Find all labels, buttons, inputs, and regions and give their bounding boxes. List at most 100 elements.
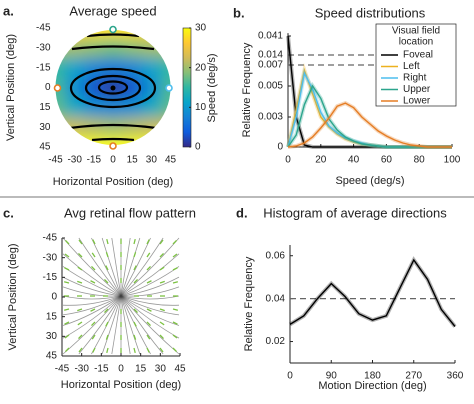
- flow-line: [120, 295, 131, 355]
- heat-cell: [122, 57, 143, 79]
- flow-line: [120, 295, 180, 326]
- y-tick-label: -30: [36, 42, 51, 53]
- x-tick-label: 60: [381, 155, 393, 166]
- contour-line: [97, 80, 129, 95]
- flow-arrow: [133, 265, 137, 271]
- y-axis-label: Vertical Position (deg): [5, 34, 17, 141]
- x-tick-label: 90: [326, 371, 338, 382]
- flow-arrow: [64, 334, 70, 339]
- legend-box: [375, 23, 457, 107]
- flow-arrow: [105, 265, 109, 271]
- flow-arrow: [172, 321, 178, 325]
- flow-line: [62, 295, 122, 326]
- heat-cell: [122, 137, 143, 145]
- flow-arrow: [133, 279, 138, 284]
- x-tick-label: 0: [285, 155, 291, 166]
- flow-arrow: [146, 266, 151, 271]
- chart-title: Histogram of average directions: [263, 205, 447, 220]
- flow-arrow: [78, 253, 83, 258]
- flow-arrow: [172, 281, 179, 284]
- chart-title: Avg retinal flow pattern: [64, 205, 196, 220]
- flow-line: [62, 295, 122, 300]
- y-axis-label: Relative Frequency: [243, 256, 255, 351]
- x-tick-label: -15: [94, 364, 109, 375]
- y-tick-label: 0: [51, 292, 57, 303]
- heat-cell: [141, 77, 162, 98]
- flow-line: [120, 295, 141, 355]
- flow-arrow: [77, 266, 83, 271]
- flow-line: [120, 237, 180, 297]
- flow-arrow: [64, 267, 70, 271]
- flow-arrow: [64, 321, 70, 325]
- flow-arrow: [104, 279, 109, 284]
- legend-label: Foveal: [403, 50, 433, 61]
- panel-letter: b.: [233, 5, 245, 20]
- chart-title: Average speed: [69, 3, 156, 18]
- flow-arrow: [90, 280, 96, 284]
- x-tick-label: -30: [74, 364, 89, 375]
- colorbar-tick-label: 10: [195, 102, 207, 113]
- flow-arrow: [78, 334, 83, 339]
- flow-line: [111, 295, 122, 355]
- flow-line: [101, 295, 122, 355]
- x-tick-label: 15: [127, 155, 139, 166]
- flow-arrow: [159, 239, 164, 245]
- flow-line: [120, 295, 164, 355]
- y-tick-label: 30: [39, 122, 51, 133]
- flow-arrow: [77, 321, 83, 326]
- flow-arrow: [77, 280, 83, 284]
- flow-line: [62, 237, 122, 297]
- x-axis-label: Horizontal Position (deg): [53, 176, 173, 188]
- heat-cell: [160, 57, 171, 79]
- y-tick-label: 0: [277, 142, 283, 153]
- flow-arrow: [146, 280, 152, 284]
- flow-line: [62, 295, 122, 306]
- flow-arrow: [106, 238, 109, 245]
- contour-line: [69, 123, 157, 130]
- panel-letter: d.: [236, 205, 248, 220]
- flow-arrow: [172, 308, 179, 311]
- flow-arrow: [63, 308, 70, 311]
- x-tick-label: 45: [174, 364, 186, 375]
- x-tick-label: -15: [87, 155, 102, 166]
- flow-arrow: [159, 308, 165, 312]
- flow-arrow: [105, 252, 109, 258]
- flow-arrow: [91, 252, 96, 258]
- x-tick-label: -45: [48, 155, 63, 166]
- location-marker: [110, 85, 116, 91]
- series-band: [287, 100, 452, 149]
- x-tick-label: 100: [444, 155, 461, 166]
- x-tick-label: 45: [165, 155, 177, 166]
- heat-cell: [122, 117, 143, 138]
- heat-cell: [122, 97, 143, 118]
- legend-label: Right: [403, 73, 427, 84]
- flow-arrow: [146, 308, 152, 312]
- y-tick-label: 0.041: [258, 31, 283, 42]
- legend-title: location: [399, 37, 433, 48]
- flow-arrow: [159, 334, 164, 339]
- flow-line: [78, 295, 122, 355]
- legend-label: Lower: [403, 96, 431, 107]
- flow-arrow: [133, 238, 136, 245]
- colorbar-tick-label: 20: [195, 62, 207, 73]
- x-tick-label: 0: [287, 371, 293, 382]
- flow-arrow: [146, 334, 151, 340]
- colorbar-label: Speed (deg/s): [206, 53, 218, 122]
- heat-cell: [55, 57, 66, 79]
- flow-line: [120, 295, 180, 339]
- x-tick-label: 180: [364, 371, 381, 382]
- series-line: [289, 258, 456, 327]
- flow-arrow: [91, 321, 96, 326]
- y-axis-label: Vertical Position (deg): [7, 244, 19, 351]
- flow-line: [62, 286, 122, 297]
- contour-line: [71, 45, 155, 51]
- flow-arrow: [146, 239, 150, 245]
- flow-arrow: [105, 321, 109, 327]
- flow-arrow: [172, 253, 178, 258]
- x-tick-label: 20: [315, 155, 327, 166]
- chart-title: Speed distributions: [315, 5, 426, 20]
- series-line: [287, 102, 452, 148]
- x-tick-label: 40: [348, 155, 360, 166]
- flow-arrow: [78, 239, 83, 245]
